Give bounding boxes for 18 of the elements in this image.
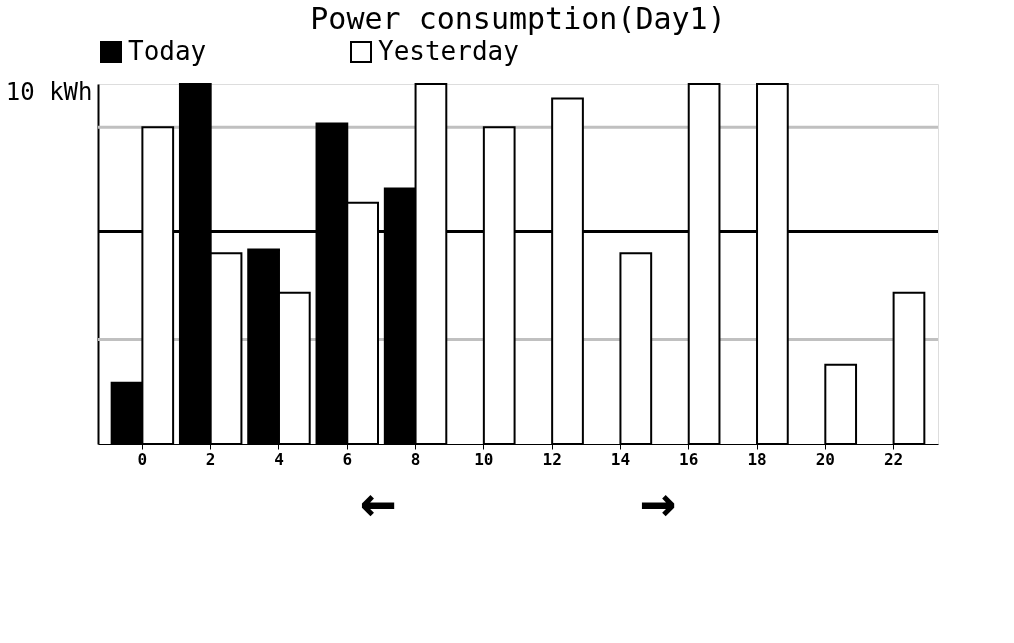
- text: →: [639, 466, 677, 536]
- x-tick-label: 4: [274, 449, 284, 469]
- x-tick-label: 10: [474, 449, 494, 469]
- legend-label: Yesterday: [378, 36, 519, 66]
- x-tick-label: 14: [610, 449, 631, 469]
- text: ←: [359, 466, 397, 536]
- y-axis-title: 10 kWh: [5, 77, 93, 106]
- chart-title: Power consumption(Day1): [310, 1, 726, 36]
- x-tick-label: 0: [137, 449, 148, 469]
- x-tick-label: 18: [747, 449, 767, 469]
- x-tick-label: 8: [410, 449, 421, 469]
- x-tick-label: 12: [542, 449, 562, 469]
- x-tick-label: 2: [205, 449, 216, 469]
- legend-label: Today: [128, 36, 207, 66]
- x-tick-label: 16: [679, 449, 699, 469]
- x-tick-label: 6: [342, 449, 353, 469]
- x-tick-label: 22: [883, 449, 904, 469]
- x-tick-label: 20: [815, 449, 835, 469]
